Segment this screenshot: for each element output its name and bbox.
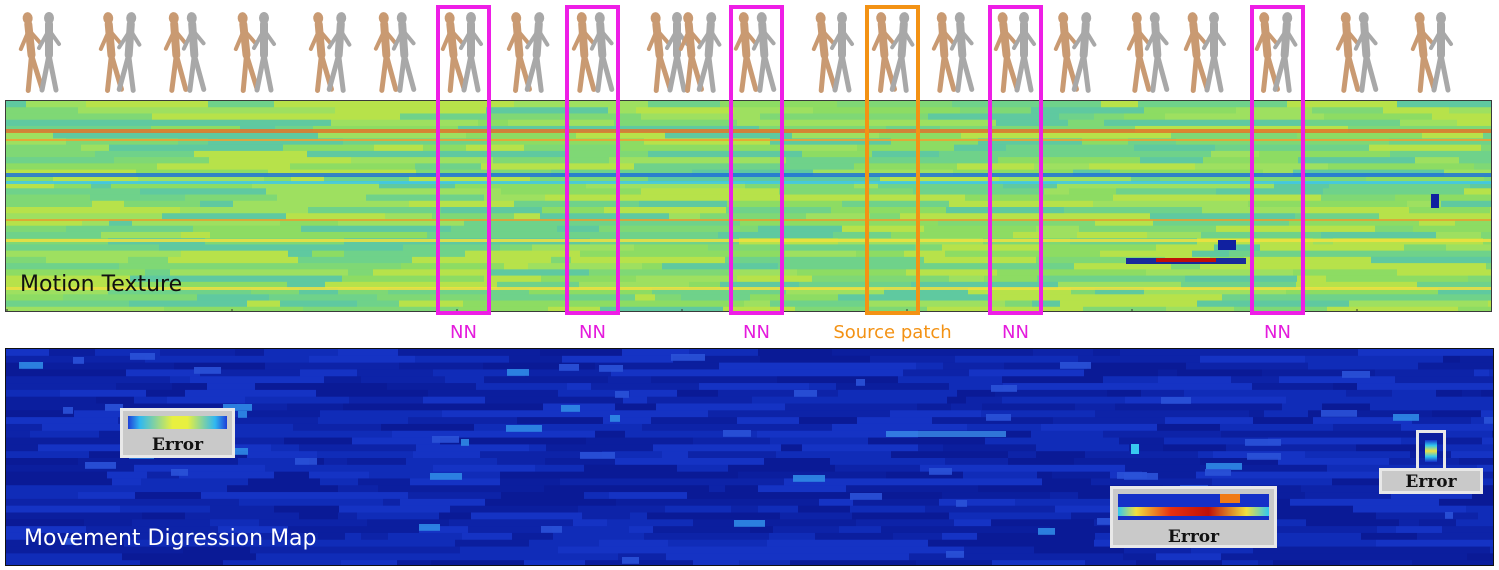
nn-tag: NN xyxy=(1002,322,1029,343)
dancer-figure xyxy=(459,12,483,93)
dancer-figure xyxy=(696,12,722,93)
dancer-figure xyxy=(931,12,957,93)
dancer-figure xyxy=(524,12,550,93)
dancer-figure xyxy=(181,12,207,93)
dancer-figure xyxy=(1410,12,1437,94)
dancer-figure xyxy=(949,12,975,93)
dancer-figure xyxy=(733,12,759,93)
dancer-figure xyxy=(506,12,532,93)
dancer-figure xyxy=(18,12,45,94)
dancer-figure xyxy=(98,12,124,93)
motion-texture-label: Motion Texture xyxy=(20,272,183,297)
error-callout: Error xyxy=(1379,468,1483,494)
dancer-figure xyxy=(1429,12,1453,93)
motion-texture-heatmap xyxy=(6,101,1491,311)
dancer-figure xyxy=(326,12,352,93)
dancer-figure xyxy=(589,12,615,93)
dancer-figure xyxy=(646,12,673,94)
dancer-figure xyxy=(889,12,915,93)
dancer-figure xyxy=(1071,12,1097,93)
dancer-figure xyxy=(1353,12,1379,93)
dancer-figure xyxy=(751,12,777,93)
dancer-figure xyxy=(1272,12,1298,93)
dancer-figure xyxy=(252,12,276,93)
dancer-figure xyxy=(163,12,189,93)
dancer-figure xyxy=(993,12,1020,94)
nn-tag: NN xyxy=(450,322,477,343)
error-swatch xyxy=(128,416,227,429)
motion-texture-panel xyxy=(5,100,1492,312)
dancer-figure xyxy=(665,12,689,93)
nn-highlight-box xyxy=(436,5,491,315)
nn-highlight-box xyxy=(565,5,620,315)
dancer-figure xyxy=(1335,12,1361,93)
dancer-figure xyxy=(1183,12,1210,94)
nn-tag: NN xyxy=(579,322,606,343)
nn-highlight-box xyxy=(1250,5,1305,315)
dancer-figure xyxy=(373,12,399,93)
dancer-figure xyxy=(571,12,597,93)
nn-tag: NN xyxy=(1264,322,1291,343)
error-label: Error xyxy=(1167,527,1220,547)
error-swatch xyxy=(1118,494,1269,520)
dancer-figure xyxy=(391,12,417,93)
dancer-figure xyxy=(1144,12,1170,93)
dancer-figure xyxy=(116,12,142,93)
digression-map-label: Movement Digression Map xyxy=(24,526,317,551)
dancer-figure xyxy=(37,12,61,93)
error-callout: Error xyxy=(1110,486,1277,548)
dancer-figure xyxy=(1202,12,1226,93)
source-patch-tag: Source patch xyxy=(833,322,952,343)
nn-tag: NN xyxy=(743,322,770,343)
dancer-figures-strip xyxy=(18,12,1453,94)
dancer-figure xyxy=(440,12,467,94)
error-label: Error xyxy=(1405,472,1457,492)
dancer-figure xyxy=(1012,12,1036,93)
dancer-figure xyxy=(811,12,838,94)
nn-highlight-box xyxy=(988,5,1043,315)
dancer-figure xyxy=(1126,12,1152,93)
error-label: Error xyxy=(151,435,204,455)
error-callout xyxy=(1416,430,1446,470)
nn-highlight-box xyxy=(729,5,784,315)
source-patch-box xyxy=(865,5,920,315)
error-callout: Error xyxy=(120,408,235,458)
error-swatch xyxy=(1425,440,1437,462)
dancer-figure xyxy=(233,12,260,94)
dancer-figure xyxy=(830,12,854,93)
